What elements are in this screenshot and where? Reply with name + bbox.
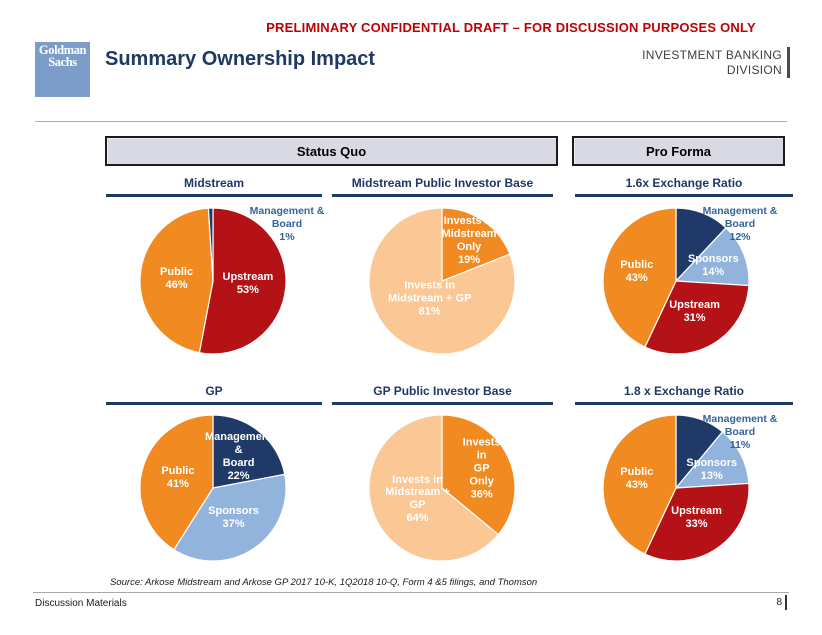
source-note: Source: Arkose Midstream and Arkose GP 2… bbox=[110, 577, 538, 588]
management-board-label: Management & Board 1% bbox=[249, 205, 325, 244]
status-quo-header: Status Quo bbox=[105, 136, 558, 166]
logo-line-2: Sachs bbox=[48, 54, 77, 69]
pie-slice-management-board bbox=[207, 207, 214, 282]
goldman-sachs-logo: Goldman Sachs bbox=[35, 42, 90, 97]
footer-title: Discussion Materials bbox=[35, 598, 127, 609]
division-label: INVESTMENT BANKING DIVISION bbox=[642, 48, 782, 78]
chart-title-underline bbox=[575, 194, 793, 197]
division-line-2: DIVISION bbox=[726, 63, 782, 77]
chart-title-underline bbox=[332, 194, 553, 197]
pie-slice-upstream bbox=[644, 482, 750, 562]
pie-slice-sponsors bbox=[173, 473, 287, 562]
division-divider bbox=[787, 47, 790, 78]
footer-rule bbox=[33, 592, 789, 593]
page-number-divider bbox=[785, 595, 787, 610]
chart-title-underline bbox=[106, 402, 322, 405]
chart-midstream-public-investor-base: Midstream Public Investor Base Invests i… bbox=[332, 176, 553, 366]
pie-slice-management-board bbox=[212, 414, 286, 489]
pie-chart-gp: Management & Board 22% Sponsors 37% Public… bbox=[138, 413, 288, 563]
chart-title: 1.8 x Exchange Ratio bbox=[623, 384, 745, 398]
chart-title: Midstream Public Investor Base bbox=[351, 176, 534, 190]
disclaimer-text: PRELIMINARY CONFIDENTIAL DRAFT – FOR DIS… bbox=[266, 20, 756, 35]
pie-svg bbox=[602, 207, 750, 355]
chart-title-underline bbox=[106, 194, 322, 197]
chart-title: Midstream bbox=[183, 176, 245, 190]
pro-forma-header: Pro Forma bbox=[572, 136, 785, 166]
header-rule bbox=[35, 121, 787, 122]
chart-gp: GP Management & Board 22% Sponsors 37% Pub… bbox=[106, 384, 322, 574]
chart-1-6x-exchange-ratio: 1.6x Exchange Ratio Sponsors 14% Upstream… bbox=[575, 176, 793, 366]
pie-slice-public bbox=[139, 207, 214, 354]
division-line-1: INVESTMENT BANKING bbox=[642, 48, 782, 62]
pie-slice-invests-in-midstream-gp bbox=[368, 414, 500, 562]
page-title: Summary Ownership Impact bbox=[105, 48, 376, 70]
pie-slice-public bbox=[602, 207, 677, 348]
pie-slice-public bbox=[139, 414, 214, 551]
chart-1-8x-exchange-ratio: 1.8 x Exchange Ratio Sponsors 13% Upstrea… bbox=[575, 384, 793, 574]
chart-gp-public-investor-base: GP Public Investor Base Invests in GP On… bbox=[332, 384, 553, 574]
chart-title: 1.6x Exchange Ratio bbox=[625, 176, 743, 190]
pie-chart-midstream-public-investor-base: Invests in Midstream Only 19% Invests in … bbox=[367, 206, 517, 356]
pie-svg bbox=[602, 414, 750, 562]
chart-title-underline bbox=[575, 402, 793, 405]
pie-chart-gp-public-investor-base: Invests in GP Only 36% Invests in Midstre… bbox=[367, 413, 517, 563]
pie-slice-upstream bbox=[198, 207, 287, 355]
pie-slice-sponsors bbox=[674, 430, 750, 489]
chart-title-underline bbox=[332, 402, 553, 405]
chart-midstream: Midstream Upstream 53% Public 46% Managem… bbox=[106, 176, 324, 366]
pie-slice-invests-in-gp-only bbox=[441, 414, 516, 536]
pie-slice-invests-in-midstream-gp bbox=[368, 207, 516, 355]
pie-svg bbox=[139, 414, 287, 562]
chart-title: GP bbox=[205, 384, 223, 398]
management-board-label: Management & Board 12% bbox=[702, 205, 778, 244]
pie-svg bbox=[368, 414, 516, 562]
management-board-label: Management & Board 11% bbox=[702, 413, 778, 452]
chart-title: GP Public Investor Base bbox=[373, 384, 512, 398]
pie-slice-invests-in-midstream-only bbox=[441, 207, 511, 282]
pie-slice-public bbox=[602, 414, 677, 555]
pie-svg bbox=[139, 207, 287, 355]
page-number: 8 bbox=[776, 597, 782, 608]
logo-line-1: Goldman bbox=[38, 43, 87, 57]
pie-svg bbox=[368, 207, 516, 355]
pie-slice-upstream bbox=[644, 280, 750, 355]
pie-slice-sponsors bbox=[674, 226, 750, 287]
